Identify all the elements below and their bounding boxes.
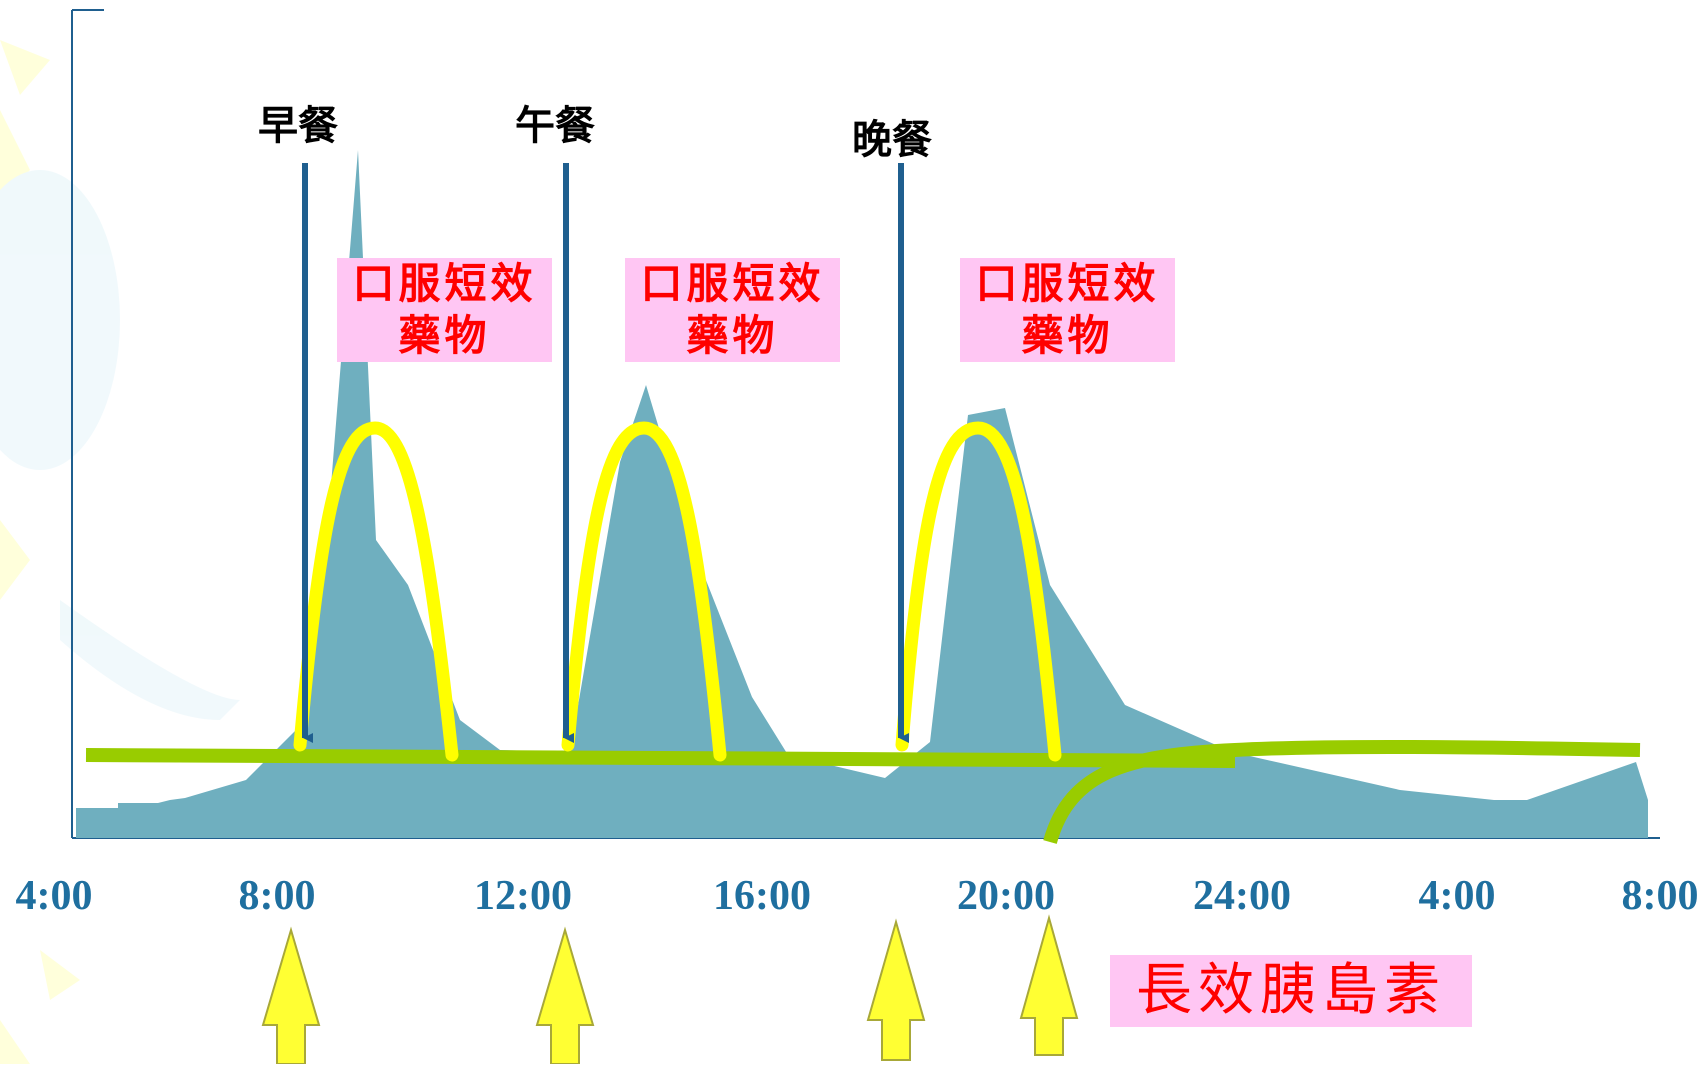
long-acting-insulin-curves xyxy=(85,739,1641,844)
oral-drug-label-breakfast: 口服短效 藥物 xyxy=(337,258,552,362)
x-tick-label: 4:00 xyxy=(15,873,93,919)
injection-arrow-long-acting xyxy=(1019,914,1079,1056)
x-tick-label: 16:00 xyxy=(713,873,811,919)
oral-drug-label-dinner: 口服短效 藥物 xyxy=(960,258,1175,362)
oral-drug-label-line2: 藥物 xyxy=(686,311,779,360)
long-acting-curve xyxy=(1043,739,1641,844)
oral-drug-curve-lunch xyxy=(561,421,727,762)
long-acting-insulin-label: 長效胰島素 xyxy=(1110,955,1472,1027)
oral-drug-curve-breakfast xyxy=(293,421,459,762)
injection-arrow-dinner xyxy=(866,918,926,1061)
oral-drug-curve-dinner xyxy=(895,421,1062,762)
meal-label-breakfast: 早餐 xyxy=(258,102,338,149)
x-tick-label: 4:00 xyxy=(1418,873,1496,919)
oral-drug-label-line1: 口服短效 xyxy=(352,259,537,308)
background-decoration xyxy=(0,40,240,1064)
injection-arrows xyxy=(261,914,1079,1065)
meal-label-dinner: 晚餐 xyxy=(852,116,932,163)
x-tick-label: 12:00 xyxy=(474,873,572,919)
x-tick-label: 24:00 xyxy=(1193,873,1291,919)
oral-drug-label-line1: 口服短效 xyxy=(640,259,825,308)
injection-arrow-breakfast xyxy=(261,926,321,1065)
oral-drug-label-line1: 口服短效 xyxy=(975,259,1160,308)
x-tick-label: 8:00 xyxy=(1621,873,1699,919)
x-tick-label: 8:00 xyxy=(238,873,316,919)
meal-arrows xyxy=(302,163,909,743)
injection-arrow-lunch xyxy=(535,926,595,1065)
oral-drug-label-line2: 藥物 xyxy=(1021,311,1114,360)
baseline-curve xyxy=(85,748,1236,768)
oral-drug-label-lunch: 口服短效 藥物 xyxy=(625,258,840,362)
oral-drug-label-line2: 藥物 xyxy=(398,311,491,360)
x-tick-label: 20:00 xyxy=(957,873,1055,919)
insulin-profile-area xyxy=(76,150,1648,838)
oral-drug-curves xyxy=(293,421,1062,762)
meal-label-lunch: 午餐 xyxy=(515,102,595,149)
